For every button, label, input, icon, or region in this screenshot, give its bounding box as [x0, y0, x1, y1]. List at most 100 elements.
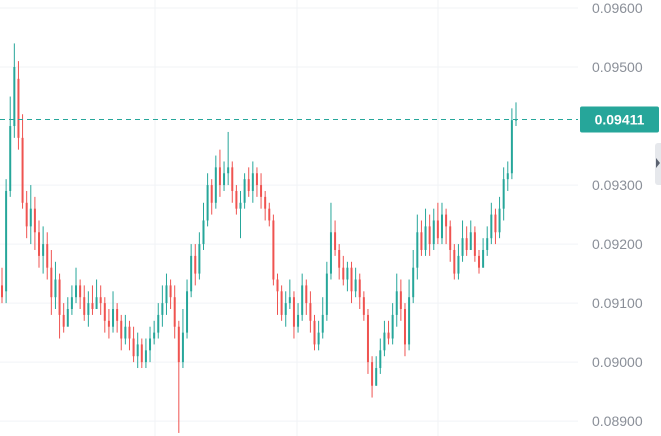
candle-body	[465, 238, 468, 250]
candle	[144, 338, 147, 369]
candle-body	[449, 226, 452, 250]
candle-body	[371, 362, 374, 386]
candle	[268, 202, 271, 227]
candle	[313, 314, 316, 351]
candle	[477, 249, 480, 274]
candle	[453, 244, 456, 280]
candle	[342, 255, 345, 286]
candle	[17, 61, 20, 150]
candle-body	[5, 190, 8, 292]
candle-body	[264, 196, 267, 209]
candle-body	[440, 214, 443, 239]
candle-body	[313, 320, 316, 345]
candle	[116, 303, 119, 333]
candle-body	[498, 208, 501, 233]
candle-body	[13, 67, 16, 127]
candle	[9, 96, 12, 197]
y-tick-label: 0.08900	[592, 413, 643, 429]
candle	[251, 161, 254, 203]
candle	[120, 314, 123, 351]
candle-body	[1, 285, 3, 298]
candle-body	[288, 297, 291, 304]
last-price-tag: 0.09411	[580, 106, 659, 133]
last-price-tag-background	[580, 106, 659, 133]
candle-body	[301, 285, 304, 315]
candle	[136, 332, 139, 369]
candle	[38, 220, 41, 268]
candle-body	[181, 332, 184, 363]
candle-body	[75, 285, 78, 298]
price-axis[interactable]: 0.09600 0.09500 0.09300 0.09200 0.09100 0.090…	[592, 0, 643, 429]
candle-body	[132, 338, 135, 357]
candle	[83, 285, 86, 321]
candle-body	[436, 220, 439, 239]
candle-body	[214, 167, 217, 203]
candles-series	[1, 43, 517, 433]
candle	[54, 261, 57, 310]
candle	[177, 320, 180, 433]
candle	[165, 273, 168, 315]
candle	[62, 303, 65, 333]
candle	[210, 179, 213, 215]
candle-body	[338, 249, 341, 268]
candle	[46, 232, 49, 280]
candle	[140, 338, 143, 369]
candle-body	[173, 297, 176, 327]
candle	[321, 297, 324, 339]
candle	[416, 214, 419, 280]
candle	[379, 338, 382, 374]
candle-body	[420, 232, 423, 250]
candle-body	[346, 267, 349, 280]
candle	[1, 267, 3, 304]
candle	[33, 196, 36, 250]
candle	[202, 202, 205, 250]
candle-body	[391, 314, 394, 339]
candle	[25, 190, 28, 239]
y-tick-label: 0.09200	[592, 236, 643, 252]
candle	[107, 309, 110, 339]
candle-body	[350, 267, 353, 292]
candle	[428, 214, 431, 256]
candle	[317, 320, 320, 351]
candle-body	[128, 326, 131, 339]
candle	[223, 161, 226, 191]
candle-body	[210, 185, 213, 203]
candle-body	[334, 232, 337, 250]
candle-body	[33, 208, 36, 233]
candle-body	[477, 255, 480, 268]
y-tick-label: 0.09100	[592, 295, 643, 311]
candle	[149, 326, 152, 363]
candle-body	[198, 244, 201, 274]
candle-body	[424, 226, 427, 250]
candle	[305, 279, 308, 315]
candle	[181, 309, 184, 369]
candle-body	[325, 273, 328, 315]
candle	[354, 267, 357, 298]
candle-body	[445, 214, 448, 227]
candle-body	[218, 167, 221, 186]
chart-side-handle[interactable]	[655, 143, 661, 185]
candle	[280, 285, 283, 321]
candle-body	[157, 314, 160, 333]
candle-body	[247, 179, 250, 191]
candle	[403, 303, 406, 357]
candle	[515, 102, 517, 127]
candle-body	[506, 173, 509, 180]
candle	[70, 285, 73, 315]
candle	[235, 185, 238, 215]
candle-body	[276, 279, 279, 292]
candle	[186, 279, 189, 339]
candle	[214, 155, 217, 209]
candle-body	[482, 249, 485, 268]
candle	[375, 356, 378, 386]
candle	[288, 279, 291, 310]
candle	[334, 220, 337, 256]
candle-body	[383, 332, 386, 351]
candle	[408, 279, 411, 351]
candle-body	[79, 285, 82, 298]
candle-body	[243, 179, 246, 203]
candle	[494, 208, 497, 245]
candle	[79, 279, 82, 310]
candle-body	[140, 344, 143, 363]
